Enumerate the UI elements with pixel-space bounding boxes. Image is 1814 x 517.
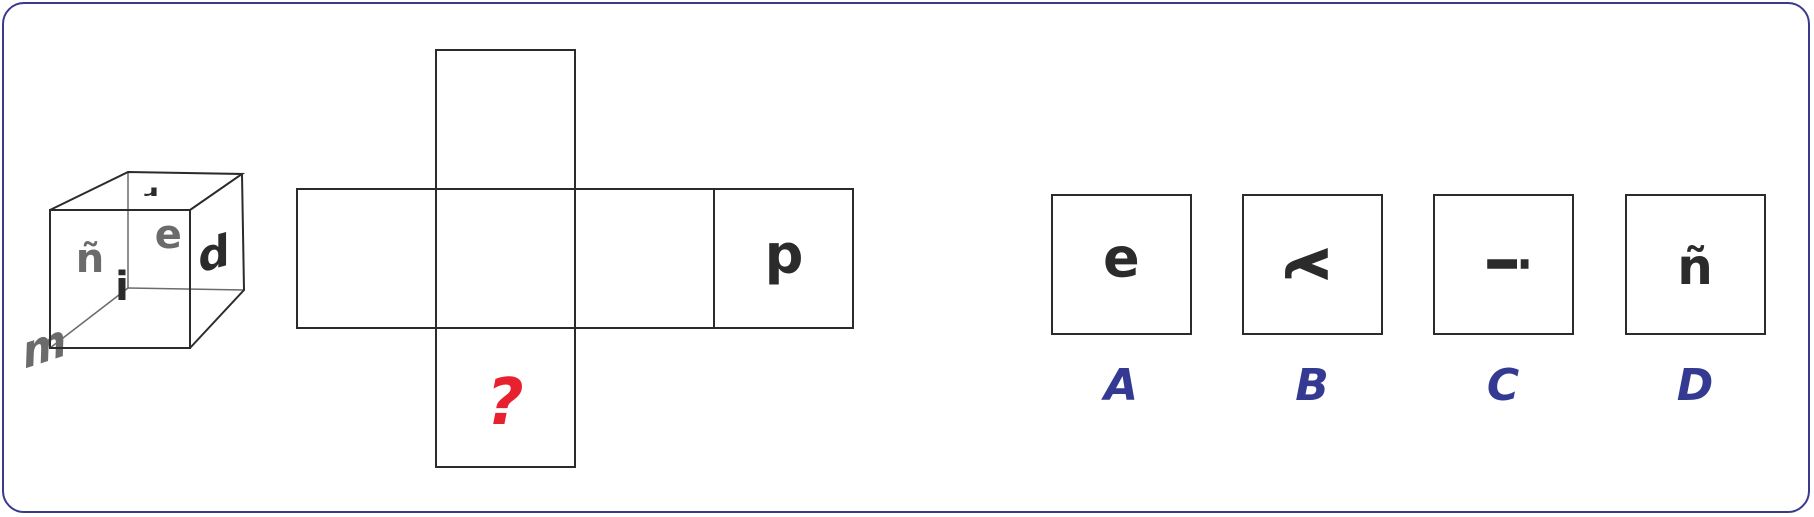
cube-top-face [49,170,246,211]
cube-front-center-glyph: ə [154,216,181,262]
cube-right-face [189,173,246,349]
option-a[interactable]: ə A [1051,194,1192,411]
net-cell-center [435,188,576,329]
option-b-glyph: λ [1277,246,1342,281]
net-question-mark: ? [486,366,523,440]
option-a-box[interactable] [1051,194,1192,335]
cube-right-glyph: d [198,223,229,284]
cube-hidden-edge [49,287,129,349]
net-cell-right [574,188,715,329]
cube-hidden-edge [127,287,245,291]
net-cell-left [296,188,437,329]
option-d-glyph: ñ [1677,238,1713,296]
option-c-glyph: i [1474,255,1537,274]
option-d-label[interactable]: D [1677,360,1714,411]
cube: m ɹ ñ ə i d [22,170,246,381]
option-b-label[interactable]: B [1295,360,1329,411]
option-b-box[interactable] [1242,194,1383,335]
option-d-box[interactable] [1625,194,1766,335]
net-cell-far-right [713,188,854,329]
cube-front-left-glyph: ñ [76,236,104,282]
cube-net: d ? [296,49,854,468]
net-cell-bottom [435,327,576,468]
cube-front-face [49,209,191,349]
option-c-label[interactable]: C [1487,360,1519,411]
net-cell-top [435,49,576,190]
option-c-box[interactable] [1433,194,1574,335]
option-a-glyph: ə [1103,234,1140,297]
option-d[interactable]: ñ D [1625,194,1766,411]
option-b[interactable]: λ B [1242,194,1383,411]
option-c[interactable]: i C [1433,194,1574,411]
cube-top-glyph: ɹ [142,182,158,200]
cube-front-bottom-glyph: i [115,264,129,310]
option-a-label[interactable]: A [1101,360,1138,411]
net-far-right-glyph: d [765,230,804,293]
cube-hidden-glyph: m [22,312,68,381]
